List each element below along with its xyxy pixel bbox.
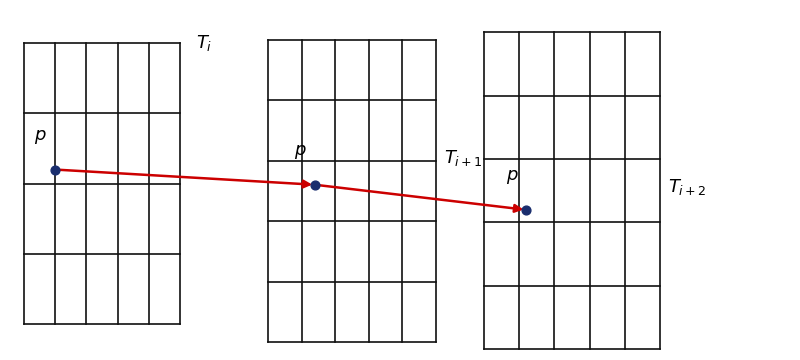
Text: $T_i$: $T_i$ bbox=[196, 33, 213, 53]
Text: $T_{i+2}$: $T_{i+2}$ bbox=[668, 177, 706, 197]
Point bbox=[309, 182, 322, 188]
Text: $T_{i+1}$: $T_{i+1}$ bbox=[444, 148, 483, 168]
Text: $p$: $p$ bbox=[506, 168, 518, 186]
Point bbox=[520, 207, 533, 213]
Text: $p$: $p$ bbox=[294, 143, 307, 161]
Point bbox=[49, 167, 62, 172]
Text: $p$: $p$ bbox=[34, 128, 47, 146]
